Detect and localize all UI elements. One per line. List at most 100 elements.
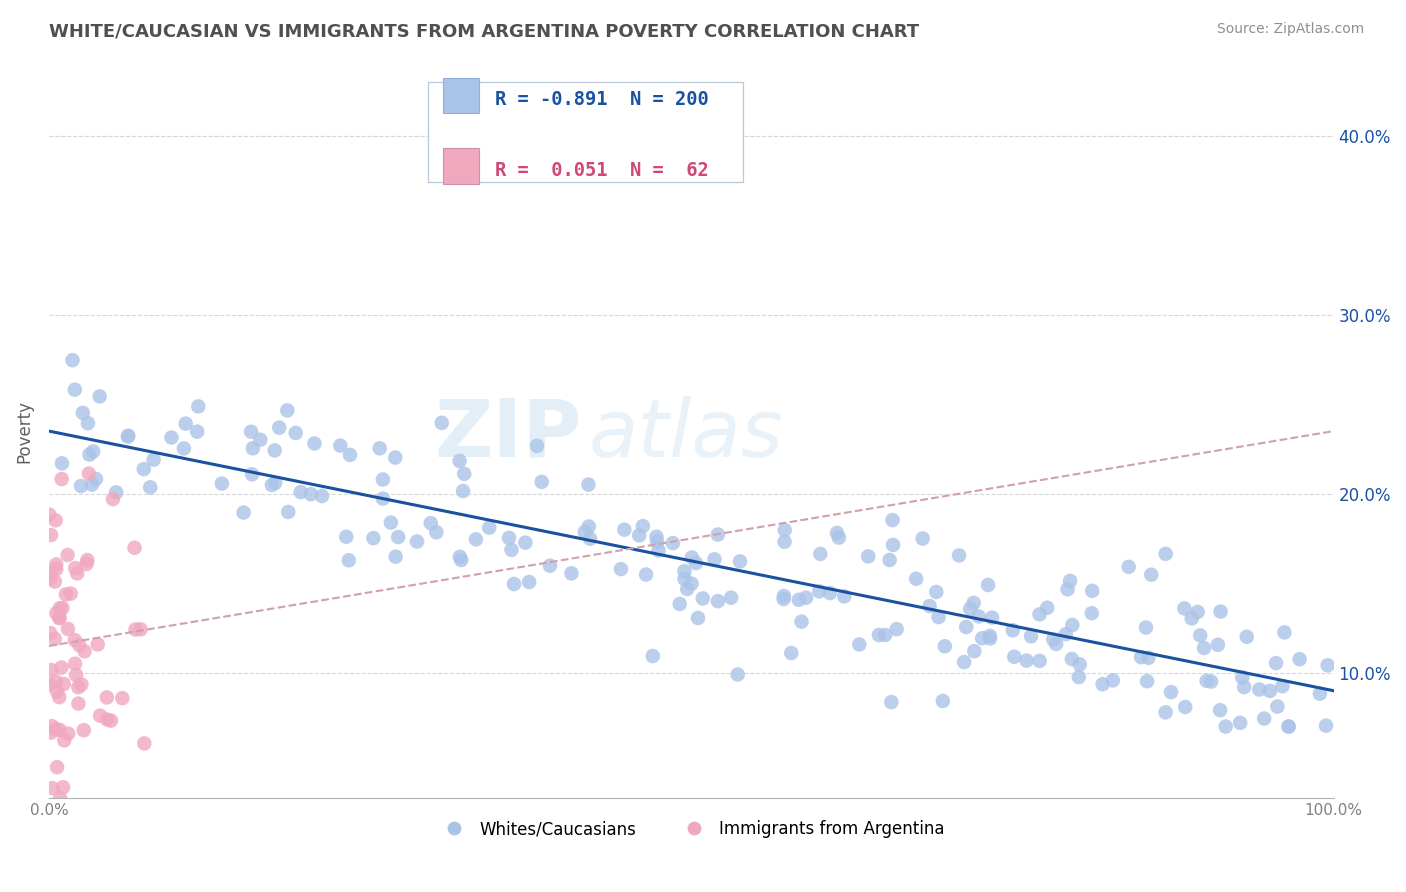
Point: [329, 439, 352, 453]
Point: [1274, 625, 1296, 640]
Point: [636, 567, 658, 582]
Point: [628, 528, 651, 542]
Point: [727, 667, 749, 681]
FancyBboxPatch shape: [427, 82, 742, 181]
FancyBboxPatch shape: [443, 148, 479, 184]
Point: [515, 535, 537, 549]
Point: [676, 582, 699, 596]
Point: [187, 400, 209, 414]
Point: [517, 574, 540, 589]
Point: [39, 528, 62, 542]
Point: [1174, 700, 1197, 714]
Point: [578, 519, 600, 533]
Point: [142, 452, 165, 467]
Point: [371, 491, 394, 506]
Point: [406, 534, 429, 549]
Point: [117, 429, 139, 443]
Point: [967, 609, 990, 624]
Point: [56, 548, 79, 562]
Point: [645, 530, 668, 544]
Point: [1160, 685, 1182, 699]
Text: R =  0.051  N =  62: R = 0.051 N = 62: [495, 161, 709, 180]
Point: [979, 629, 1001, 643]
Point: [337, 553, 360, 567]
Point: [918, 599, 941, 613]
Point: [263, 443, 285, 458]
Point: [76, 553, 98, 567]
Point: [673, 564, 696, 578]
Point: [101, 492, 124, 507]
Point: [1056, 582, 1078, 597]
Point: [668, 597, 690, 611]
Point: [53, 733, 76, 747]
Point: [56, 622, 79, 636]
Point: [1028, 654, 1050, 668]
Point: [773, 589, 796, 603]
Point: [264, 475, 287, 490]
Point: [880, 695, 903, 709]
Point: [1232, 671, 1254, 685]
Point: [1258, 684, 1281, 698]
Point: [77, 467, 100, 481]
Point: [977, 578, 1000, 592]
Point: [45, 562, 67, 576]
Point: [1271, 679, 1294, 693]
Point: [70, 479, 93, 493]
Point: [51, 660, 73, 674]
Point: [647, 543, 669, 558]
Point: [772, 592, 794, 607]
Point: [1277, 719, 1299, 733]
Point: [38, 508, 60, 522]
Point: [825, 525, 848, 540]
Point: [76, 557, 98, 571]
Point: [1001, 624, 1024, 638]
Point: [818, 586, 841, 600]
Point: [304, 436, 326, 450]
Point: [1278, 719, 1301, 733]
Point: [453, 467, 475, 481]
Point: [858, 549, 880, 564]
Point: [1173, 601, 1195, 615]
Point: [260, 478, 283, 492]
Point: [160, 431, 183, 445]
Point: [1189, 628, 1212, 642]
Point: [39, 677, 62, 691]
Point: [51, 456, 73, 470]
Point: [1181, 611, 1204, 625]
Point: [1137, 650, 1160, 665]
Point: [879, 553, 901, 567]
Point: [1315, 719, 1337, 733]
Point: [962, 596, 984, 610]
Point: [450, 553, 472, 567]
Point: [384, 549, 406, 564]
Point: [249, 433, 271, 447]
Point: [371, 473, 394, 487]
Y-axis label: Poverty: Poverty: [15, 400, 32, 463]
Point: [299, 487, 322, 501]
Point: [80, 477, 103, 491]
Point: [1154, 706, 1177, 720]
Point: [46, 760, 69, 774]
Point: [574, 524, 596, 539]
Point: [1267, 699, 1289, 714]
Point: [380, 516, 402, 530]
Point: [686, 611, 709, 625]
Point: [1101, 673, 1123, 688]
Point: [928, 610, 950, 624]
Point: [1136, 674, 1159, 689]
Point: [451, 483, 474, 498]
Point: [1309, 687, 1331, 701]
Point: [65, 561, 87, 575]
Point: [1036, 600, 1059, 615]
Point: [67, 697, 90, 711]
Point: [387, 530, 409, 544]
Point: [503, 577, 526, 591]
Point: [728, 554, 751, 568]
Point: [1069, 657, 1091, 672]
Point: [73, 723, 96, 738]
Point: [363, 531, 385, 545]
Point: [335, 530, 357, 544]
Point: [44, 574, 66, 589]
Point: [1059, 574, 1081, 588]
Point: [1067, 670, 1090, 684]
